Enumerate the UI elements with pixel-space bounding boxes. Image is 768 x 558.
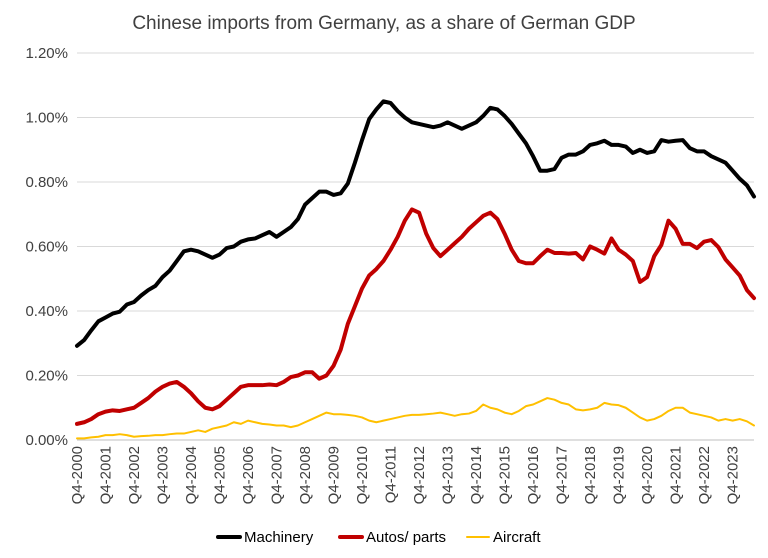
y-tick-label: 0.20% [25,368,68,385]
x-tick-label: Q4-2007 [269,446,286,504]
x-tick-label: Q4-2019 [611,446,628,504]
x-tick-label: Q4-2020 [639,446,656,504]
y-tick-label: 0.40% [25,303,68,320]
y-tick-label: 0.80% [25,174,68,191]
x-tick-label: Q4-2005 [212,446,229,504]
y-axis-tick-labels: 0.00% 0.20% 0.40% 0.60% 0.80% 1.00% 1.20% [25,45,68,449]
x-tick-label: Q4-2012 [411,446,428,504]
x-tick-label: Q4-2017 [554,446,571,504]
x-tick-label: Q4-2006 [240,446,257,504]
x-tick-label: Q4-2022 [696,446,713,504]
x-tick-label: Q4-2003 [155,446,172,504]
x-tick-label: Q4-2001 [98,446,115,504]
x-tick-label: Q4-2008 [297,446,314,504]
y-tick-label: 1.00% [25,110,68,127]
x-tick-label: Q4-2023 [725,446,742,504]
x-tick-label: Q4-2011 [383,446,400,503]
x-tick-label: Q4-2004 [183,446,200,504]
series-line-aircraft [76,397,755,440]
legend-label: Machinery [244,529,314,546]
x-tick-label: Q4-2009 [326,446,343,504]
series-line-autos-parts [75,207,756,426]
x-tick-label: Q4-2010 [354,446,371,504]
gridlines [77,52,754,376]
x-tick-label: Q4-2002 [126,446,143,504]
y-tick-label: 0.60% [25,239,68,256]
series-lines [75,99,756,440]
x-tick-label: Q4-2018 [582,446,599,504]
legend-label: Autos/ parts [366,529,446,546]
y-tick-label: 0.00% [25,432,68,449]
x-tick-label: Q4-2013 [440,446,457,504]
x-tick-label: Q4-2021 [668,446,685,504]
chart-title: Chinese imports from Germany, as a share… [132,13,635,34]
x-tick-label: Q4-2016 [525,446,542,504]
x-tick-label: Q4-2015 [497,446,514,504]
y-tick-label: 1.20% [25,45,68,62]
x-axis-tick-labels: Q4-2000 Q4-2001 Q4-2002 Q4-2003 Q4-2004 Q4-20… [69,446,742,504]
series-line-machinery [75,99,756,348]
x-tick-label: Q4-2014 [468,446,485,504]
legend: Machinery Autos/ parts Aircraft [216,529,541,546]
legend-label: Aircraft [493,529,541,546]
x-tick-label: Q4-2000 [69,446,86,504]
